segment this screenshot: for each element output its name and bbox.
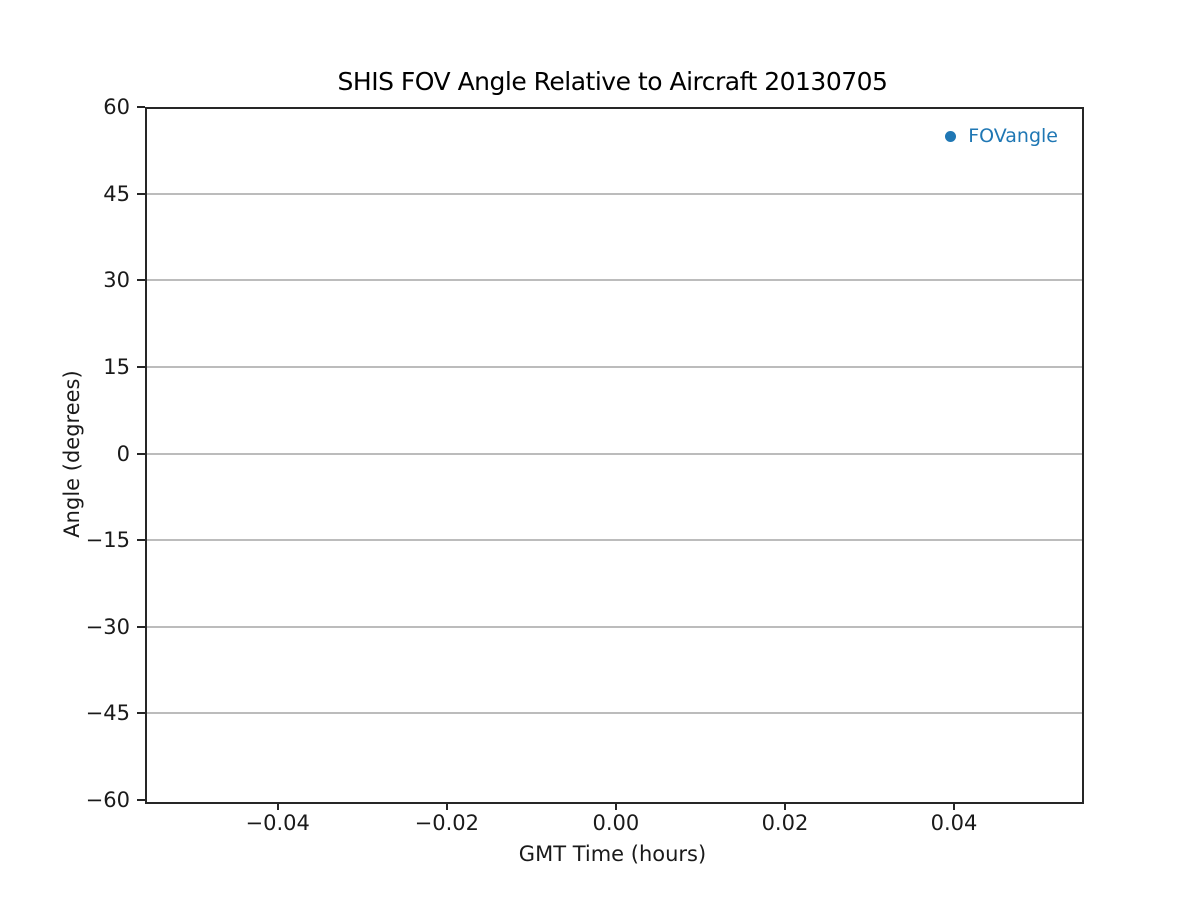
x-tick-mark [614,802,617,810]
x-tick-label: 0.00 [592,811,640,835]
x-axis-label: GMT Time (hours) [518,842,707,866]
y-tick-label: 45 [103,181,130,206]
y-tick-label: −15 [85,528,130,553]
x-tick-mark [953,802,956,810]
x-tick-label: 0.02 [761,811,809,835]
y-tick-mark [137,452,145,455]
y-tick-label: −60 [85,788,130,812]
x-tick-mark [276,802,279,810]
plot-area [145,107,1084,804]
y-axis-label: Angle (degrees) [60,370,84,538]
y-tick-mark [137,625,145,628]
y-gridline [147,712,1082,715]
y-tick-label: 15 [103,354,130,379]
y-tick-mark [137,106,145,108]
x-tick-mark [445,802,448,810]
y-tick-mark [137,539,145,542]
y-tick-mark [137,365,145,368]
y-gridline [147,539,1082,542]
x-tick-label: −0.02 [414,811,479,835]
chart-title: SHIS FOV Angle Relative to Aircraft 2013… [337,67,888,96]
legend: FOVangle [945,123,1058,149]
y-gridline [147,452,1082,455]
legend-marker-circle-icon [945,130,957,142]
y-tick-label: −45 [85,701,130,726]
x-tick-label: 0.04 [930,811,978,835]
y-gridline [147,625,1082,628]
legend-label: FOVangle [968,125,1058,147]
y-tick-mark [137,712,145,715]
y-gridline [147,365,1082,368]
x-tick-mark [783,802,786,810]
y-tick-mark [137,799,145,801]
y-tick-label: 60 [103,95,130,119]
y-gridline [147,279,1082,282]
x-tick-label: −0.04 [245,811,310,835]
y-tick-label: −30 [85,614,130,639]
y-tick-label: 0 [116,441,130,466]
y-tick-mark [137,279,145,282]
y-gridline [147,192,1082,195]
y-tick-label: 30 [103,268,130,293]
y-tick-mark [137,192,145,195]
